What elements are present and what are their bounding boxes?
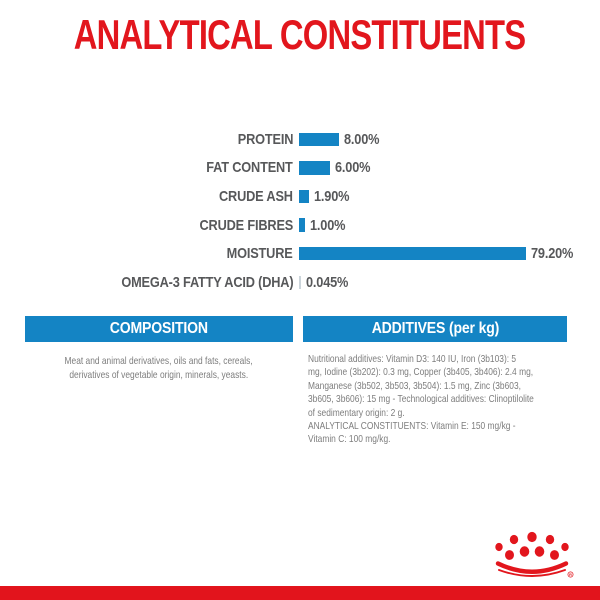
svg-text:R: R <box>569 573 572 577</box>
page-title-text: ANALYTICAL CONSTITUENTS <box>74 11 526 58</box>
chart-bar <box>299 132 339 147</box>
chart-row: FAT CONTENT 6.00% <box>0 154 600 183</box>
composition-header-text: COMPOSITION <box>109 320 209 337</box>
analytical-constituents-chart: PROTEIN 8.00% FAT CONTENT 6.00% CRUDE AS… <box>0 125 600 297</box>
chart-value-label: 1.00% <box>310 216 346 234</box>
chart-bar <box>299 189 309 204</box>
additives-header-text: ADDITIVES (per kg) <box>371 320 499 337</box>
chart-value-label: 0.045% <box>306 273 349 291</box>
additives-line: Nutritional additives: Vitamin D3: 140 I… <box>308 353 517 365</box>
chart-row: CRUDE FIBRES 1.00% <box>0 211 600 240</box>
chart-row: CRUDE ASH 1.90% <box>0 182 600 211</box>
chart-bar <box>299 275 301 290</box>
chart-value-label: 6.00% <box>335 159 371 177</box>
composition-header: COMPOSITION <box>25 316 293 342</box>
additives-line: of sedimentary origin: 2 g. <box>308 406 405 419</box>
page-title: ANALYTICAL CONSTITUENTS <box>0 14 600 56</box>
additives-line: mg, Iodine (3b202): 0.3 mg, Copper (3b40… <box>308 366 534 379</box>
chart-value-label: 8.00% <box>344 130 380 148</box>
chart-bar <box>299 161 330 175</box>
chart-category-label: OMEGA-3 FATTY ACID (DHA) <box>120 273 293 291</box>
chart-bar <box>299 246 526 261</box>
additives-line: 3b605, 3b606): 15 mg - Technological add… <box>308 393 534 406</box>
additives-header: ADDITIVES (per kg) <box>303 316 567 342</box>
additives-line: Manganese (3b502, 3b503, 3b504): 1.5 mg,… <box>308 379 521 392</box>
chart-row: MOISTURE 79.20% <box>0 239 600 268</box>
composition-line: derivatives of vegetable origin, mineral… <box>69 369 249 381</box>
chart-value-label: 79.20% <box>531 245 574 263</box>
chart-row: OMEGA-3 FATTY ACID (DHA) 0.045% <box>0 268 600 297</box>
chart-category-label: CRUDE ASH <box>219 187 293 205</box>
chart-category-label: PROTEIN <box>237 130 294 148</box>
additives-line: ANALYTICAL CONSTITUENTS: Vitamin E: 150 … <box>308 420 516 433</box>
royal-canin-crown-logo-icon: R <box>495 531 574 578</box>
chart-category-label: CRUDE FIBRES <box>199 216 293 234</box>
footer-red-bar <box>0 586 600 600</box>
chart-category-label: MOISTURE <box>227 245 293 263</box>
chart-category-label: FAT CONTENT <box>206 159 294 177</box>
chart-bar <box>299 218 305 232</box>
registered-mark-icon: R <box>567 571 574 578</box>
composition-text: Meat and animal derivatives, oils and fa… <box>25 354 293 382</box>
additives-line: Vitamin C: 100 mg/kg. <box>308 433 391 446</box>
chart-value-label: 1.90% <box>314 187 350 205</box>
additives-text: Nutritional additives: Vitamin D3: 140 I… <box>308 353 588 447</box>
chart-row: PROTEIN 8.00% <box>0 125 600 154</box>
composition-line: Meat and animal derivatives, oils and fa… <box>64 355 254 367</box>
